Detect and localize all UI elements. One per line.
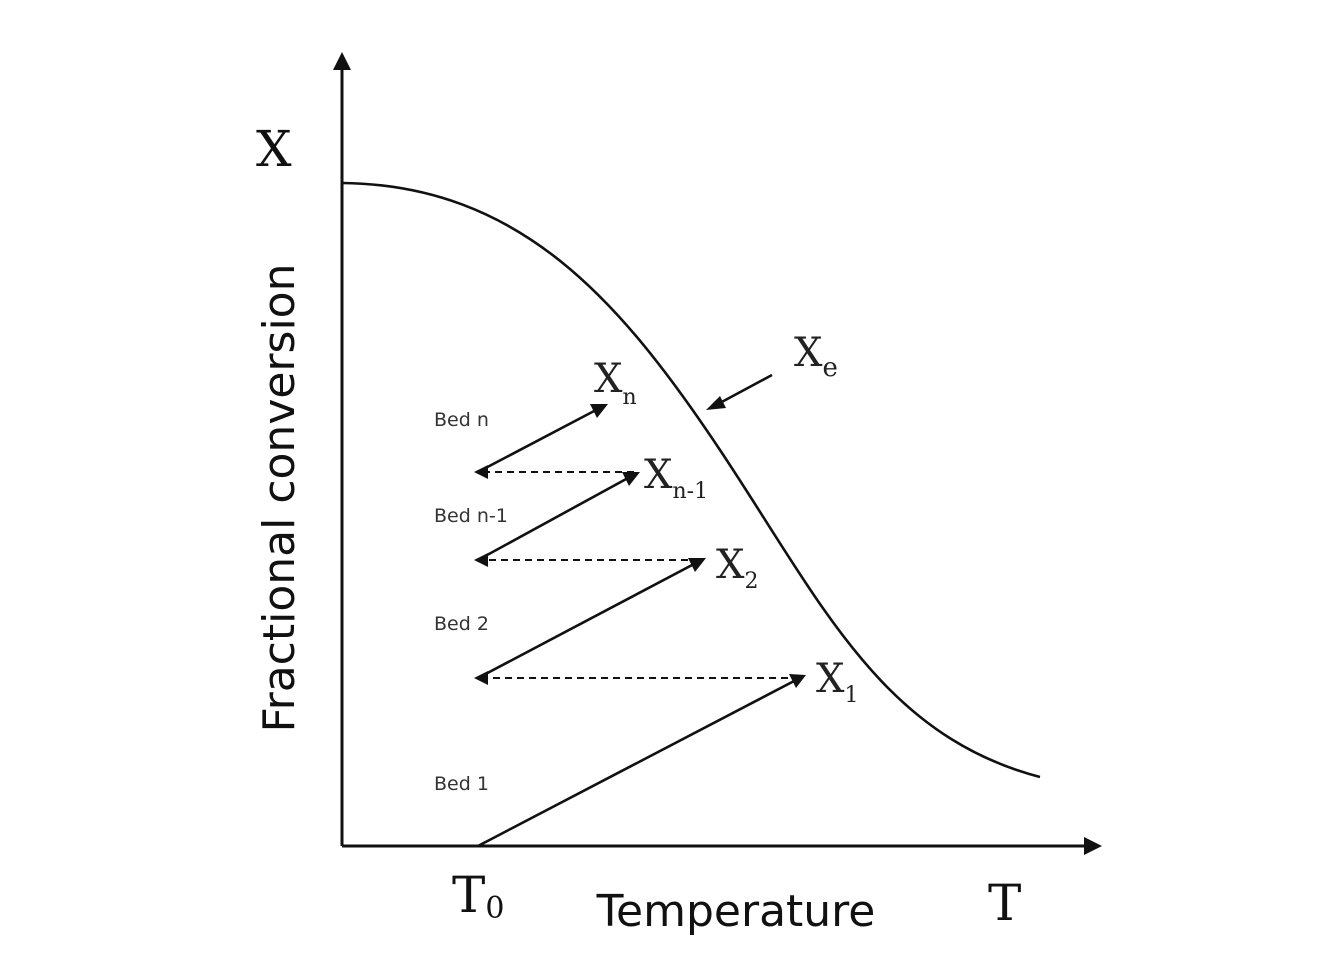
bed-2-arrowhead [688,558,706,572]
x-axis-title: Temperature [596,886,876,937]
bed-label-2: Bed 2 [434,613,489,635]
bed-1-line [477,678,797,848]
bed-n-line [477,408,597,474]
x-axis-end-label: T [988,874,1021,932]
bed-label-n-1: Bed n-1 [434,505,508,527]
bed-n-1-line [477,476,629,562]
point-label-x1: X1 [816,656,858,708]
equilibrium-pointer [717,373,773,406]
bed-label-1: Bed 1 [434,773,489,795]
equilibrium-pointer-arrowhead [706,396,726,410]
point-label-x2: X2 [716,542,758,594]
equilibrium-label: Xe [794,330,838,383]
y-axis-symbol: X [256,120,292,178]
bed-label-n: Bed n [434,409,489,431]
y-axis-title: Fractional conversion [254,264,305,733]
bed-n-1-arrowhead [622,472,640,486]
point-label-xn-1: Xn-1 [644,452,708,504]
point-label-xn: Xn [594,356,637,410]
y-axis-arrowhead [333,52,351,70]
equilibrium-curve [341,181,1041,779]
x-axis-arrowhead [1084,837,1102,855]
bed-2-line [477,562,695,680]
bed-n-arrowhead [590,404,608,418]
x-axis-start-label: T0 [452,866,504,926]
